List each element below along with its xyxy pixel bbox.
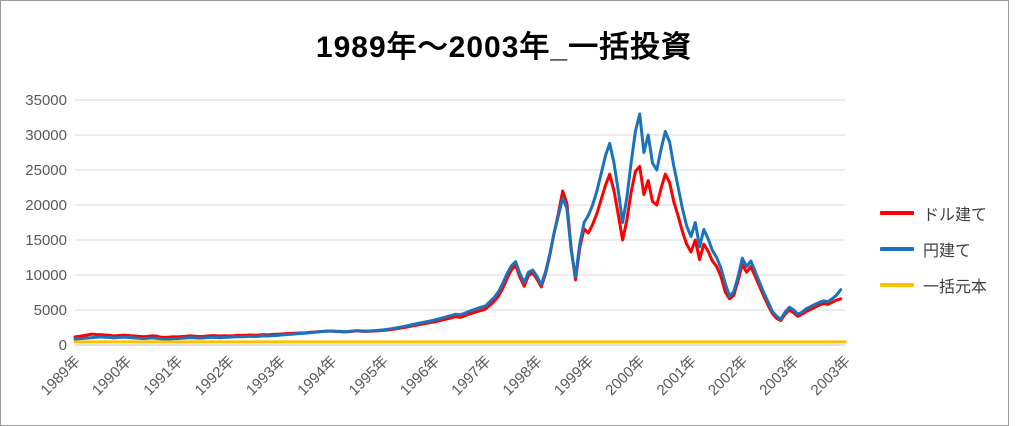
legend-entry-principal: 一括元本: [880, 267, 1005, 303]
x-tick-label: 2001年: [654, 353, 700, 399]
x-tick-label: 1992年: [192, 353, 238, 399]
y-tick-label: 0: [59, 337, 67, 354]
yen-line-swatch: [880, 247, 914, 251]
x-tick-label: 1996年: [397, 353, 443, 399]
y-tick-label: 30000: [25, 127, 67, 144]
legend-entry-dollar: ドル建て: [880, 195, 1005, 231]
y-tick-label: 5000: [34, 302, 67, 319]
y-tick-label: 20000: [25, 197, 67, 214]
x-tick-label: 1990年: [89, 353, 135, 399]
x-tick-label: 2003年: [756, 353, 802, 399]
chart-title: 1989年～2003年_一括投資: [315, 31, 693, 64]
x-tick-label: 1989年: [38, 353, 84, 399]
legend-label-dollar: ドル建て: [923, 207, 988, 224]
y-tick-label: 25000: [25, 162, 67, 179]
y-tick-label: 35000: [25, 92, 67, 109]
x-tick-label: 1994年: [294, 353, 340, 399]
x-tick-label: 1995年: [346, 353, 392, 399]
legend-label-principal: 一括元本: [923, 279, 988, 296]
x-tick-label: 1997年: [448, 353, 494, 399]
x-tick-label: 1993年: [243, 353, 289, 399]
x-tick-label: 2002年: [705, 353, 751, 399]
x-tick-label: 1999年: [551, 353, 597, 399]
legend-entry-yen: 円建て: [880, 231, 1005, 267]
series-line-yen: [73, 112, 843, 341]
y-tick-label: 10000: [25, 267, 67, 284]
dollar-line-swatch: [880, 211, 914, 215]
x-tick-label: 1991年: [140, 353, 186, 399]
x-tick-label: 2003年: [808, 353, 854, 399]
y-tick-label: 15000: [25, 232, 67, 249]
series-line-dollar: [73, 165, 843, 339]
x-tick-label: 2000年: [602, 353, 648, 399]
x-tick-label: 1998年: [500, 353, 546, 399]
legend: ドル建て 円建て 一括元本: [880, 195, 1005, 303]
legend-label-yen: 円建て: [923, 243, 972, 260]
principal-line-swatch: [880, 283, 914, 287]
